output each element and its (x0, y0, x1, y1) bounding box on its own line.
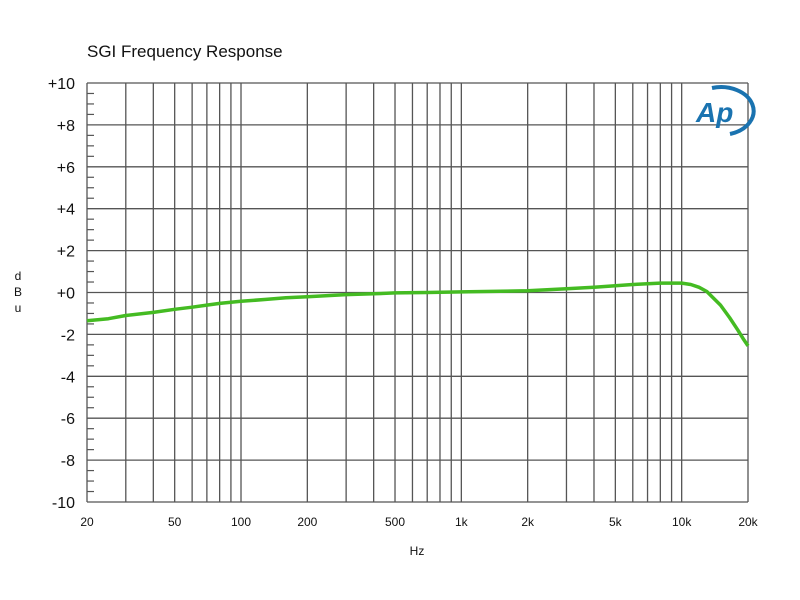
ap-logo-text: Ap (695, 97, 733, 128)
y-axis-ticks: +10 +8 +6 +4 +2 +0 -2 -4 -6 -8 -10 (48, 76, 75, 512)
x-tick-label: 50 (168, 515, 182, 529)
x-tick-label: 20 (80, 515, 94, 529)
x-tick-label: 20k (738, 515, 758, 529)
y-tick-label: -8 (61, 453, 75, 470)
y-tick-label: +2 (57, 244, 75, 261)
y-tick-label: -2 (61, 327, 75, 344)
chart-title: SGI Frequency Response (87, 42, 283, 61)
x-axis-label: Hz (410, 544, 425, 558)
y-tick-label: +6 (57, 160, 75, 177)
y-tick-label: +4 (57, 202, 75, 219)
y-tick-label: -10 (52, 495, 75, 512)
ap-logo-swoosh (711, 85, 756, 136)
x-tick-label: 100 (231, 515, 251, 529)
y-tick-label: +8 (57, 118, 75, 135)
y-axis-label-b: B (14, 285, 22, 299)
series-line-sgi (86, 281, 750, 347)
x-tick-label: 5k (609, 515, 623, 529)
x-tick-label: 2k (521, 515, 535, 529)
y-tick-label: +10 (48, 76, 75, 93)
y-axis-label: d B u (14, 269, 22, 315)
y-tick-label: -4 (61, 369, 75, 386)
y-axis-label-d: d (15, 269, 22, 283)
y-tick-label: -6 (61, 411, 75, 428)
x-tick-label: 500 (385, 515, 405, 529)
ap-logo: Ap (695, 85, 756, 136)
x-axis-ticks: 20 50 100 200 500 1k 2k 5k 10k 20k (80, 515, 758, 529)
y-axis-label-u: u (15, 301, 22, 315)
y-tick-label: +0 (57, 286, 75, 303)
x-tick-label: 200 (297, 515, 317, 529)
x-tick-label: 1k (455, 515, 469, 529)
x-tick-label: 10k (672, 515, 692, 529)
